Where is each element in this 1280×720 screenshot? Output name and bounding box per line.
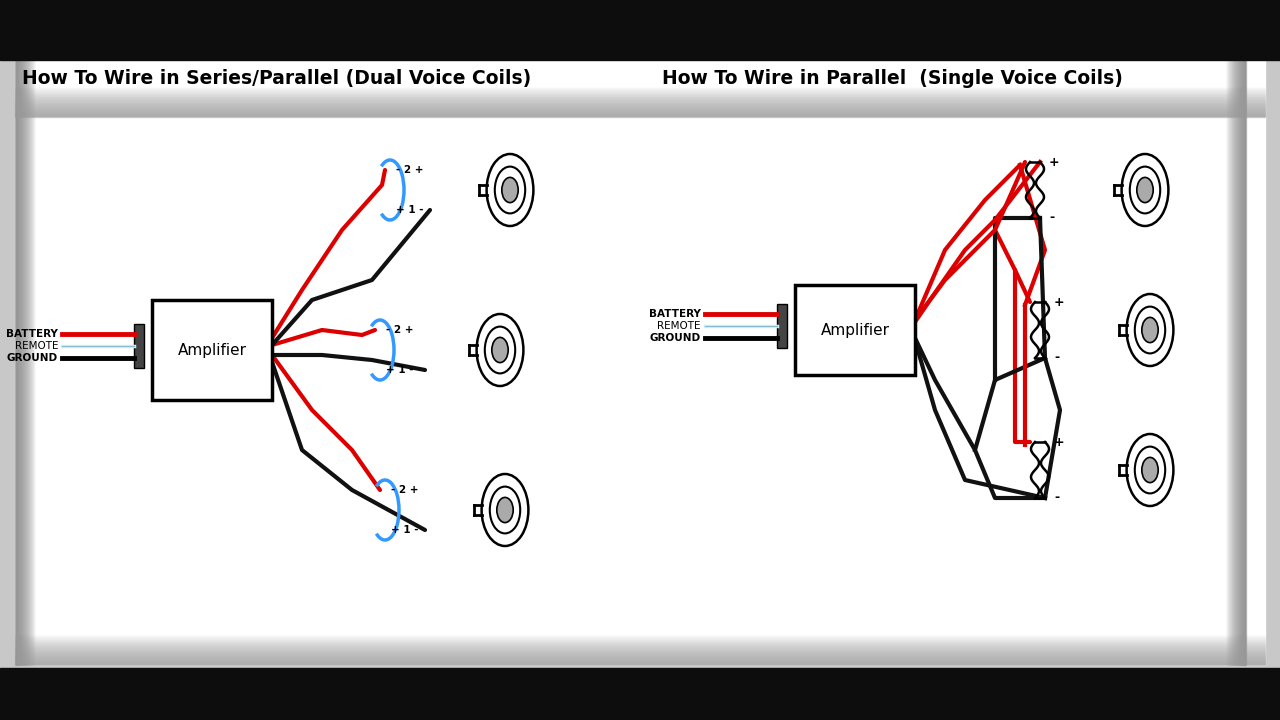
Text: Amplifier: Amplifier [820, 323, 890, 338]
Bar [15, 99, 1265, 100]
Text: Amplifier: Amplifier [178, 343, 247, 358]
Bar [152, 300, 273, 400]
Text: - 2 +: - 2 + [390, 485, 419, 495]
Text: -: - [1053, 351, 1059, 364]
Text: GROUND: GROUND [6, 353, 58, 363]
Bar [15, 113, 1265, 114]
Text: BATTERY: BATTERY [6, 329, 58, 339]
Bar [15, 109, 1265, 110]
Bar [15, 96, 1265, 97]
Text: REMOTE: REMOTE [14, 341, 58, 351]
Bar [15, 95, 1265, 96]
Bar [15, 103, 1265, 104]
Ellipse shape [497, 498, 513, 523]
Bar [15, 640, 1265, 641]
Bar [15, 101, 1265, 102]
Bar [15, 636, 1265, 637]
Bar [777, 304, 787, 348]
Bar [15, 647, 1265, 648]
Bar [15, 88, 1265, 89]
Bar [15, 87, 1265, 88]
Bar [15, 645, 1265, 646]
Text: How To Wire in Series/Parallel (Dual Voice Coils): How To Wire in Series/Parallel (Dual Voi… [22, 69, 531, 88]
Bar [15, 641, 1265, 642]
Bar [0, 668, 1280, 720]
Bar [15, 111, 1265, 112]
Bar [15, 105, 1265, 106]
Ellipse shape [1142, 457, 1158, 482]
Text: - 2 +: - 2 + [396, 165, 424, 175]
Bar [0, 0, 1280, 60]
Bar [15, 649, 1265, 650]
Bar [15, 57, 1265, 665]
Bar [15, 98, 1265, 99]
Bar [15, 90, 1265, 91]
Bar [15, 657, 1265, 658]
Bar [15, 638, 1265, 639]
Text: +: + [1050, 156, 1060, 168]
Bar [15, 116, 1265, 117]
Bar [15, 653, 1265, 654]
Bar [134, 324, 143, 368]
Bar [15, 650, 1265, 651]
Bar [15, 658, 1265, 659]
Text: GROUND: GROUND [650, 333, 701, 343]
Bar [15, 644, 1265, 645]
Text: +: + [1053, 295, 1065, 308]
Text: REMOTE: REMOTE [658, 321, 701, 331]
Bar [15, 661, 1265, 662]
Bar [15, 643, 1265, 644]
Bar [15, 663, 1265, 664]
Bar [15, 91, 1265, 92]
Bar [15, 651, 1265, 652]
Bar [15, 652, 1265, 653]
Bar [15, 655, 1265, 656]
Text: -: - [1050, 212, 1055, 225]
Text: - 2 +: - 2 + [387, 325, 413, 335]
Text: +: + [1053, 436, 1065, 449]
Bar [15, 100, 1265, 101]
Bar [15, 114, 1265, 115]
Bar [15, 102, 1265, 103]
Bar [15, 660, 1265, 661]
Bar [15, 106, 1265, 107]
Bar [15, 664, 1265, 665]
Bar [15, 110, 1265, 111]
Bar [15, 112, 1265, 113]
Bar [15, 659, 1265, 660]
Bar [15, 654, 1265, 655]
Bar [15, 662, 1265, 663]
Text: -: - [1053, 492, 1059, 505]
Bar [15, 656, 1265, 657]
Ellipse shape [1137, 177, 1153, 202]
Bar [15, 92, 1265, 93]
Bar [15, 648, 1265, 649]
Bar [15, 637, 1265, 638]
Bar [15, 115, 1265, 116]
Text: How To Wire in Parallel  (Single Voice Coils): How To Wire in Parallel (Single Voice Co… [662, 69, 1123, 88]
Bar [15, 93, 1265, 94]
Bar [15, 97, 1265, 98]
Bar [15, 94, 1265, 95]
Text: + 1 -: + 1 - [387, 365, 413, 375]
Bar [15, 639, 1265, 640]
Bar [913, 170, 1213, 520]
Ellipse shape [502, 177, 518, 202]
Bar [15, 107, 1265, 108]
Bar [795, 285, 915, 375]
Text: + 1 -: + 1 - [396, 205, 424, 215]
Bar [15, 642, 1265, 643]
Bar [15, 89, 1265, 90]
Text: BATTERY: BATTERY [649, 309, 701, 319]
Bar [15, 104, 1265, 105]
Bar [15, 108, 1265, 109]
Bar [15, 646, 1265, 647]
Ellipse shape [492, 338, 508, 363]
Bar [15, 635, 1265, 636]
Text: + 1 -: + 1 - [390, 525, 419, 535]
Ellipse shape [1142, 318, 1158, 343]
